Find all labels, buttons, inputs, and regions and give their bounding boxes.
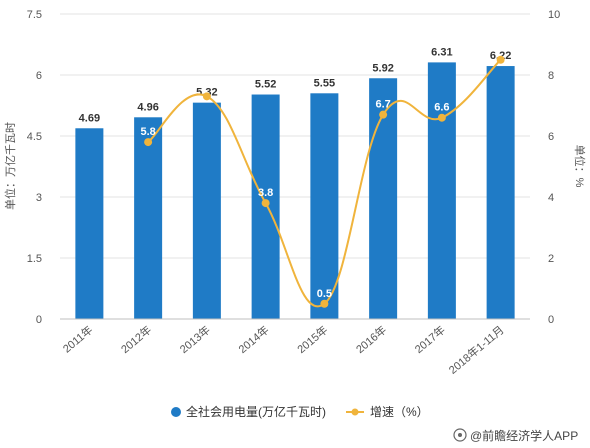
left-tick-label: 7.5 xyxy=(27,9,42,21)
x-tick-label: 2011年 xyxy=(60,323,96,356)
right-tick-label: 10 xyxy=(548,9,560,21)
bar[interactable] xyxy=(192,102,221,319)
bar-value-label: 5.55 xyxy=(314,77,335,89)
bar[interactable] xyxy=(486,66,515,319)
x-tick-label: 2018年1-11月 xyxy=(446,323,507,377)
growth-line xyxy=(144,55,505,308)
bar-value-label: 5.52 xyxy=(255,79,276,91)
gridlines xyxy=(60,13,530,259)
x-tick-label: 2015年 xyxy=(294,323,330,357)
bar-value-label: 4.96 xyxy=(137,101,158,113)
growth-point[interactable] xyxy=(437,113,446,122)
bar[interactable] xyxy=(75,128,104,319)
x-axis-ticks: 2011年 2012年 2013年 2014年 2015年 2016年 2017年 2018年… xyxy=(60,323,507,377)
left-tick-label: 6 xyxy=(36,70,42,82)
growth-value-label: 0.5 xyxy=(317,288,332,300)
left-tick-label: 1.5 xyxy=(27,253,42,265)
legend-line-marker-icon xyxy=(351,408,359,416)
legend-bar-label: 全社会用电量(万亿千瓦时) xyxy=(186,404,326,419)
right-tick-label: 4 xyxy=(548,192,554,204)
x-tick-label: 2017年 xyxy=(412,323,448,357)
left-axis-ticks: 0 1.5 3 4.5 6 7.5 xyxy=(27,9,42,326)
watermark: @前瞻经济学人APP xyxy=(453,428,578,443)
left-axis-title: 单位：万亿千瓦时 xyxy=(3,122,17,210)
growth-value-label: 6.6 xyxy=(434,102,449,114)
bars xyxy=(75,62,515,320)
legend-item-bar[interactable]: 全社会用电量(万亿千瓦时) xyxy=(171,404,326,419)
growth-point[interactable] xyxy=(261,199,270,208)
bar[interactable] xyxy=(427,62,456,319)
right-tick-label: 6 xyxy=(548,131,554,143)
watermark-logo-icon xyxy=(453,428,467,442)
right-tick-label: 2 xyxy=(548,253,554,265)
legend-bar-swatch-icon xyxy=(171,407,181,417)
growth-value-labels: 5.8 3.8 0.5 6.7 6.6 xyxy=(140,99,449,300)
x-tick-label: 2014年 xyxy=(235,323,271,357)
right-tick-label: 8 xyxy=(548,70,554,82)
growth-value-label: 3.8 xyxy=(258,187,273,199)
left-tick-label: 4.5 xyxy=(27,131,42,143)
x-tick-label: 2013年 xyxy=(177,323,213,357)
watermark-text: @前瞻经济学人APP xyxy=(470,428,578,443)
x-tick-label: 2016年 xyxy=(353,323,389,357)
right-axis-title: 单位：% xyxy=(573,145,587,188)
left-tick-label: 3 xyxy=(36,192,42,204)
bar-value-label: 4.69 xyxy=(79,112,100,124)
growth-point[interactable] xyxy=(144,138,153,147)
growth-value-label: 5.8 xyxy=(140,126,155,138)
left-tick-label: 0 xyxy=(36,314,42,326)
legend-item-line[interactable]: 增速（%） xyxy=(346,405,429,419)
legend: 全社会用电量(万亿千瓦时) 增速（%） xyxy=(171,404,429,419)
growth-value-label: 6.7 xyxy=(375,99,390,111)
growth-point[interactable] xyxy=(379,110,388,119)
bar-value-label: 5.92 xyxy=(372,62,393,74)
bar[interactable] xyxy=(310,93,339,319)
watermark-logo-dot-icon xyxy=(458,433,462,437)
right-axis-ticks: 0 2 4 6 8 10 xyxy=(548,9,560,326)
bar-value-label: 6.31 xyxy=(431,46,452,58)
bar[interactable] xyxy=(134,117,163,319)
growth-point[interactable] xyxy=(320,299,329,308)
right-tick-label: 0 xyxy=(548,314,554,326)
growth-point[interactable] xyxy=(202,92,211,101)
legend-line-label: 增速（%） xyxy=(370,405,429,419)
x-tick-label: 2012年 xyxy=(118,323,154,357)
growth-point[interactable] xyxy=(496,55,505,64)
